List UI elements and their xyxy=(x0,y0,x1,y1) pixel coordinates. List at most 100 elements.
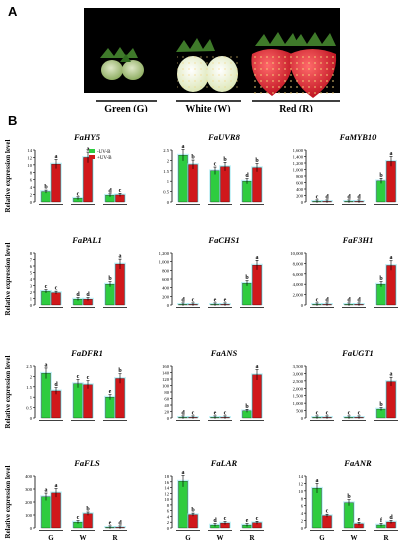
y-tick-label: 0 xyxy=(167,526,170,531)
y-axis-label: Relative expression level xyxy=(4,242,12,315)
bar-g-plus xyxy=(322,515,332,529)
significance-letter: b xyxy=(255,158,259,164)
y-tick-label: 14 xyxy=(164,486,169,491)
bar-w-minus xyxy=(210,170,220,203)
significance-letter: c xyxy=(55,286,58,292)
y-tick-label: 0 xyxy=(167,200,170,205)
significance-letter: c xyxy=(87,375,90,381)
significance-letter: a xyxy=(182,470,185,476)
y-tick-label: 800 xyxy=(162,268,170,273)
legend-label: -UV-B xyxy=(97,150,111,155)
y-tick-label: 10,000 xyxy=(290,251,303,257)
y-tick-label: 8 xyxy=(301,496,304,501)
bar-w-plus xyxy=(220,166,230,203)
chart-faanr: FaANR 0 2 4 6 8 10 12 14 a c Gb e Wf d R xyxy=(298,458,398,542)
category-label: W xyxy=(351,534,358,542)
y-tick-label: 200 xyxy=(162,294,170,299)
y-tick-label: 16 xyxy=(164,480,169,485)
y-tick-label: 5 xyxy=(30,271,33,276)
y-tick-label: 1,000 xyxy=(293,168,304,174)
y-tick-label: 0 xyxy=(167,303,170,308)
y-tick-label: 1,600 xyxy=(293,148,304,154)
bar-r-plus xyxy=(115,378,125,419)
category-label: R xyxy=(383,534,389,542)
significance-letter: e xyxy=(358,517,361,523)
y-tick-label: 6 xyxy=(30,178,33,183)
y-tick-label: 140 xyxy=(162,371,170,376)
chart-title: FaCHS1 xyxy=(207,235,239,245)
category-label: R xyxy=(249,534,255,542)
bar-r-plus xyxy=(252,264,262,306)
significance-letter: c xyxy=(316,194,319,200)
significance-letter: c xyxy=(316,297,319,303)
y-tick-label: 400 xyxy=(296,187,304,192)
y-tick-label: 0 xyxy=(30,303,33,308)
y-tick-label: 4 xyxy=(30,277,33,282)
red-stage-fruits xyxy=(251,32,338,98)
significance-letter: d xyxy=(76,292,80,298)
category-label: W xyxy=(217,534,224,542)
bar-r-minus xyxy=(105,284,115,306)
significance-letter: d xyxy=(181,410,185,416)
legend-swatch xyxy=(89,155,95,159)
y-tick-label: 12 xyxy=(298,481,303,486)
y-tick-label: 2 xyxy=(301,519,304,524)
significance-letter: a xyxy=(55,154,58,160)
y-tick-label: 2,000 xyxy=(293,386,304,392)
bar-r-plus xyxy=(386,381,396,419)
significance-letter: c xyxy=(77,515,80,521)
y-tick-label: 6 xyxy=(167,509,170,514)
bar-r-minus xyxy=(105,397,115,419)
stage-label-white: White (W) xyxy=(185,104,230,112)
significance-letter: b xyxy=(86,506,90,512)
significance-letter: a xyxy=(316,478,319,484)
y-tick-label: 12 xyxy=(27,155,32,160)
green-stage-fruits xyxy=(100,47,144,80)
bar-g-plus xyxy=(51,163,61,203)
bar-r-minus xyxy=(242,181,252,203)
significance-letter: c xyxy=(192,297,195,303)
y-tick-label: 14 xyxy=(27,148,32,153)
significance-letter: c xyxy=(214,162,217,168)
fruit-photo-strip: Green (G) White (W) Red (R) xyxy=(84,8,340,115)
significance-letter: e xyxy=(109,389,112,395)
y-tick-label: 0 xyxy=(30,416,33,421)
significance-letter: e xyxy=(109,520,112,526)
y-tick-label: 200 xyxy=(296,194,304,199)
significance-letter: a xyxy=(390,372,393,378)
y-tick-label: 6,000 xyxy=(293,272,304,278)
y-tick-label: 200 xyxy=(25,500,33,505)
y-tick-label: 0 xyxy=(30,526,33,531)
significance-letter: b xyxy=(245,275,249,281)
y-tick-label: 18 xyxy=(164,474,169,479)
panel-a: A xyxy=(0,0,417,115)
significance-letter: d xyxy=(245,173,249,179)
y-tick-label: 500 xyxy=(296,409,304,414)
significance-letter: b xyxy=(191,155,195,161)
y-axis-label: Relative expression level xyxy=(4,465,12,538)
y-tick-label: 20 xyxy=(164,410,169,415)
y-tick-label: 7 xyxy=(30,258,33,263)
bar-g-minus xyxy=(178,155,188,203)
significance-letter: b xyxy=(245,404,249,410)
y-tick-label: 600 xyxy=(162,277,170,282)
significance-letter: b xyxy=(223,157,227,163)
significance-letter: d xyxy=(357,297,361,303)
legend-swatch xyxy=(89,149,95,153)
bar-r-plus xyxy=(252,167,262,203)
y-axis-label: Relative expression level xyxy=(4,139,12,212)
panel-b-letter: B xyxy=(8,113,18,128)
y-tick-label: 3,500 xyxy=(293,364,304,370)
y-tick-label: 8 xyxy=(167,503,170,508)
bar-g-plus xyxy=(188,164,198,203)
y-tick-label: 100 xyxy=(162,384,170,389)
bar-g-minus xyxy=(178,481,188,529)
y-tick-label: 10 xyxy=(27,163,32,168)
y-tick-label: 1,400 xyxy=(293,155,304,161)
y-tick-label: 2 xyxy=(30,193,33,198)
bar-w-minus xyxy=(73,383,83,419)
chart-title: FaMYB10 xyxy=(339,132,378,142)
